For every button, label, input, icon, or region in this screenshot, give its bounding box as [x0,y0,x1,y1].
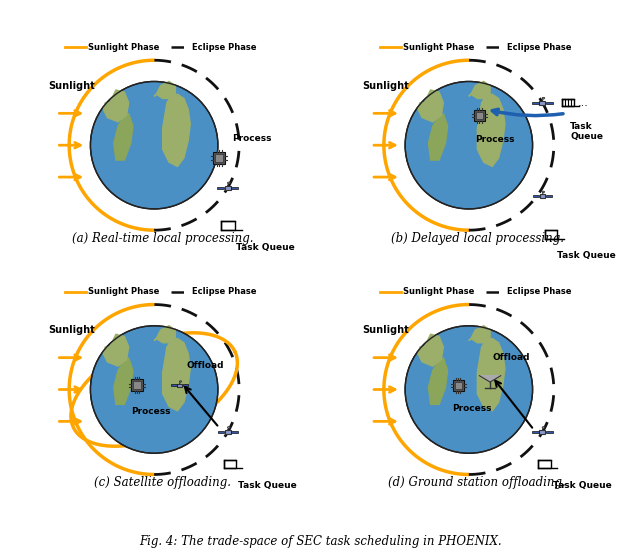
Text: Sunlight: Sunlight [363,325,410,335]
Text: Sunlight Phase: Sunlight Phase [88,287,159,296]
Ellipse shape [542,427,545,428]
Ellipse shape [227,182,230,184]
Bar [225,185,231,190]
Polygon shape [154,81,175,99]
Text: Offload: Offload [186,361,223,370]
Bar [217,187,224,189]
Bar [540,430,545,434]
Text: Eclipse Phase: Eclipse Phase [507,287,572,296]
Text: Sunlight Phase: Sunlight Phase [403,287,474,296]
Text: Process: Process [452,404,492,413]
Polygon shape [154,326,175,343]
Bar [232,187,238,189]
Bar [532,431,539,433]
Bar [453,380,463,390]
Bar [218,431,224,433]
Circle shape [90,326,218,453]
Bar [476,112,483,119]
Polygon shape [429,358,447,404]
Polygon shape [114,358,133,404]
Text: Task Queue: Task Queue [553,481,612,490]
Text: Process: Process [232,134,271,143]
Bar [225,430,231,434]
Text: Sunlight: Sunlight [48,325,95,335]
Text: Fig. 4: The trade-space of SEC task scheduling in PHOENIX.: Fig. 4: The trade-space of SEC task sche… [139,535,501,548]
Ellipse shape [179,381,182,382]
Text: Sunlight Phase: Sunlight Phase [88,43,159,52]
Bar [562,99,573,106]
Bar [223,460,236,468]
Bar [215,154,223,162]
Text: Task Queue: Task Queue [238,481,297,490]
Polygon shape [477,94,505,167]
Ellipse shape [227,427,230,428]
Bar [540,101,545,105]
Text: ...: ... [577,97,588,108]
Text: Process: Process [131,407,170,416]
Ellipse shape [542,97,545,99]
Text: (b) Delayed local processing.: (b) Delayed local processing. [391,232,564,245]
Polygon shape [163,94,190,167]
Text: Eclipse Phase: Eclipse Phase [193,43,257,52]
Bar [182,384,188,386]
Polygon shape [469,81,490,99]
Text: Task Queue: Task Queue [557,251,616,261]
Bar [538,460,551,468]
Bar [474,110,484,121]
Bar [545,231,557,238]
Polygon shape [479,376,500,382]
Text: (c) Satellite offloading.: (c) Satellite offloading. [94,476,231,490]
Text: (d) Ground station offloading.: (d) Ground station offloading. [388,476,566,490]
Text: Process: Process [476,135,515,144]
Polygon shape [418,334,444,366]
Text: Offload: Offload [492,353,530,362]
Ellipse shape [542,191,545,193]
Polygon shape [429,113,447,160]
Bar [221,222,235,231]
Polygon shape [114,113,133,160]
Text: Eclipse Phase: Eclipse Phase [507,43,572,52]
Text: Eclipse Phase: Eclipse Phase [193,287,257,296]
Circle shape [405,81,532,209]
Bar [540,194,545,198]
Polygon shape [103,334,129,366]
Text: Task
Queue: Task Queue [570,122,603,141]
Circle shape [405,326,532,453]
Bar [546,196,552,197]
Circle shape [90,81,218,209]
Bar [213,152,225,164]
Polygon shape [103,90,129,122]
Bar [231,431,238,433]
Text: Sunlight: Sunlight [48,81,95,91]
Bar [546,102,552,104]
Polygon shape [163,339,190,411]
Bar [133,381,141,389]
Text: Sunlight Phase: Sunlight Phase [403,43,474,52]
Bar [546,431,552,433]
Bar [533,196,539,197]
Bar [171,384,177,386]
Text: Sunlight: Sunlight [363,81,410,91]
Bar [131,379,143,391]
Polygon shape [477,339,505,411]
Text: Task Queue: Task Queue [236,243,295,252]
Polygon shape [469,326,490,343]
Bar [532,102,539,104]
Polygon shape [418,90,444,122]
Bar [454,382,462,389]
Text: (a) Real-time local processing.: (a) Real-time local processing. [72,232,253,245]
Bar [177,384,182,387]
